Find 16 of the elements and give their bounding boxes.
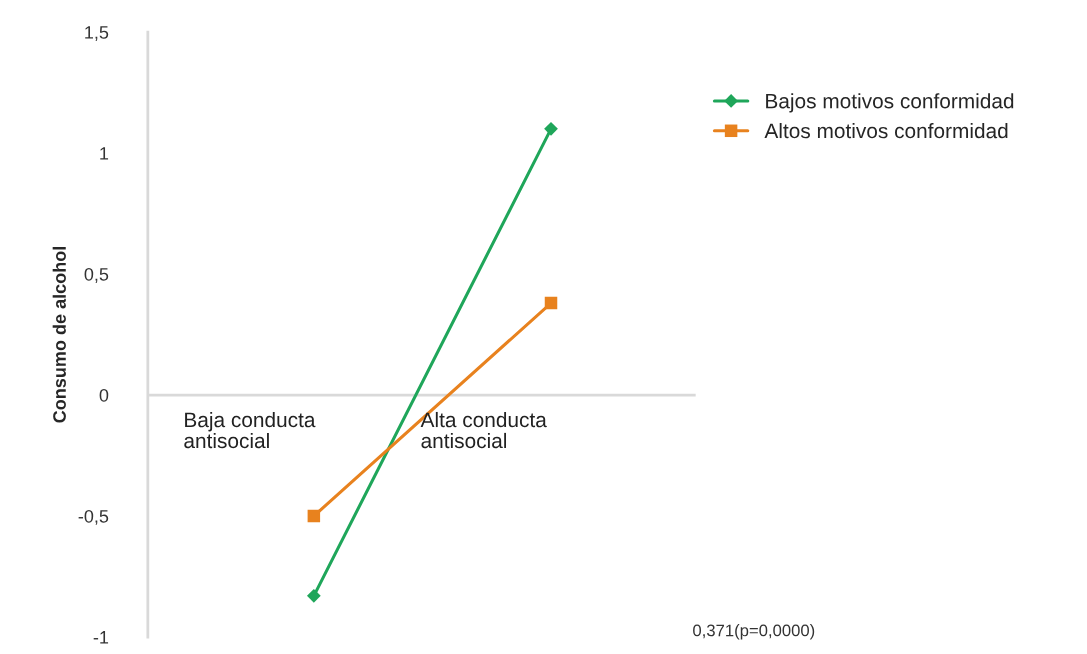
y-tick-label: 0 [99, 388, 109, 402]
y-tick-label: 1 [100, 147, 109, 160]
point [544, 121, 558, 136]
x-tick-label: Baja conducta antisocial [184, 411, 316, 449]
point [544, 296, 558, 310]
legend-label: Altos motivos conformidad [764, 122, 1008, 139]
point [307, 509, 321, 523]
annotation: 0,371(p=0,0000) [693, 624, 815, 640]
y-tick-label: -0,5 [78, 509, 109, 525]
y-axis-title: Consumo de alcohol [52, 247, 66, 423]
y-tick-label: 1,5 [85, 26, 109, 41]
point [306, 588, 321, 603]
y-tick-label: -1 [93, 631, 109, 644]
legend-label: Bajos motivos conformidad [766, 93, 1014, 113]
x-tick-label: Alta conducta antisocial [420, 411, 547, 449]
y-tick-label: 0,5 [84, 267, 109, 283]
